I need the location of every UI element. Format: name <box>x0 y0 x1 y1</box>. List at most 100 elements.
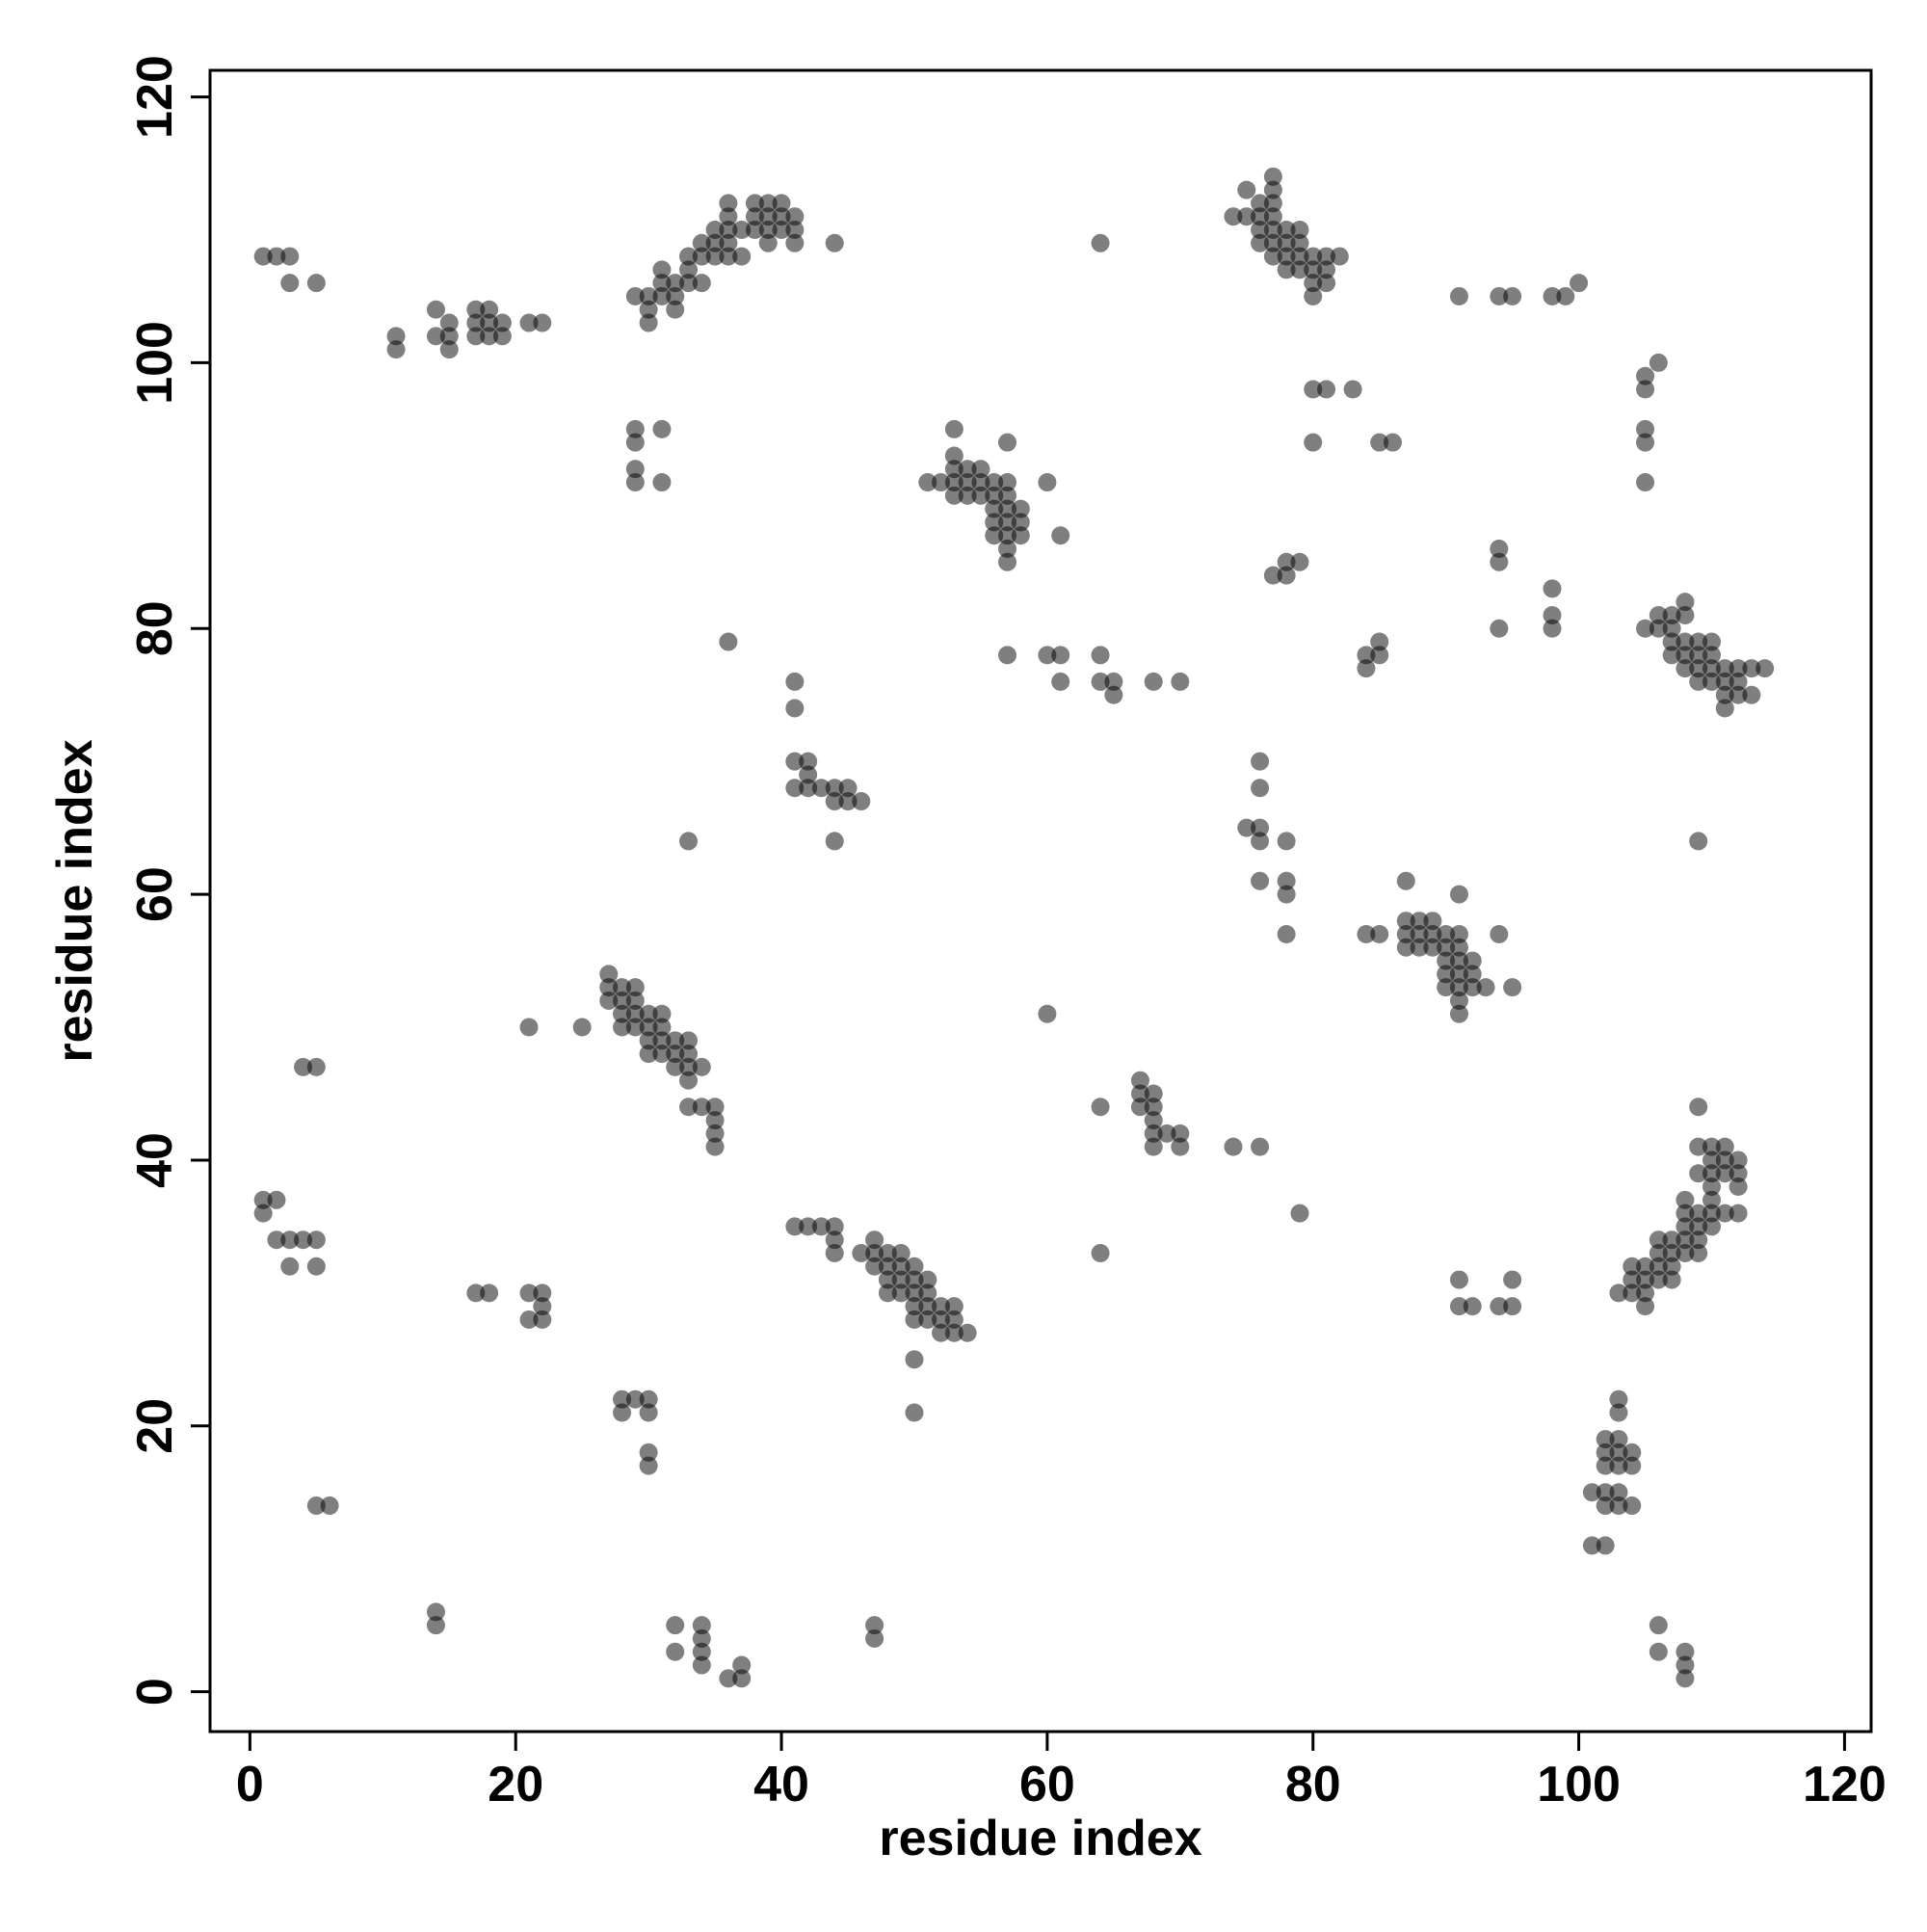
data-point <box>785 221 805 240</box>
data-point <box>1676 1642 1695 1661</box>
data-point <box>705 1124 725 1143</box>
data-point <box>985 526 1004 545</box>
data-point <box>1649 605 1668 624</box>
data-point <box>944 1310 964 1329</box>
data-point <box>1503 1270 1522 1289</box>
data-point <box>1689 832 1708 851</box>
data-point <box>1596 1496 1615 1516</box>
data-point <box>1702 1204 1721 1223</box>
data-point <box>891 1257 911 1276</box>
data-point <box>1251 233 1270 252</box>
data-point <box>1370 433 1389 452</box>
data-point <box>1449 885 1468 904</box>
data-point <box>825 779 844 798</box>
data-point <box>1330 247 1349 266</box>
data-point <box>652 260 672 279</box>
data-point <box>1304 286 1323 305</box>
data-point <box>652 274 672 293</box>
data-point <box>1715 672 1734 691</box>
data-point <box>825 832 844 851</box>
data-point <box>1237 180 1256 199</box>
data-point <box>825 792 844 811</box>
data-point <box>533 1310 552 1329</box>
data-point <box>1290 260 1309 279</box>
data-point <box>1423 924 1442 943</box>
data-point <box>799 765 818 784</box>
data-point <box>1649 1270 1668 1289</box>
data-point <box>1609 1284 1628 1303</box>
data-point <box>1689 632 1708 651</box>
data-point <box>439 340 459 359</box>
x-tick-label: 100 <box>1537 1757 1621 1813</box>
data-point <box>758 221 778 240</box>
data-point <box>1596 1430 1615 1449</box>
data-point <box>1715 699 1734 718</box>
data-point <box>1490 619 1509 638</box>
data-point <box>519 1284 539 1303</box>
data-point <box>1636 1297 1655 1316</box>
data-point <box>625 1389 645 1409</box>
data-point <box>1449 991 1468 1010</box>
data-point <box>998 540 1017 559</box>
data-point <box>1490 552 1509 571</box>
data-point <box>1676 593 1695 612</box>
data-point <box>1449 978 1468 997</box>
data-point <box>1662 632 1681 651</box>
data-point <box>1662 619 1681 638</box>
data-point <box>1729 1164 1748 1183</box>
data-point <box>985 486 1004 505</box>
data-point <box>785 752 805 771</box>
data-point <box>1689 1137 1708 1156</box>
data-point <box>1676 605 1695 624</box>
data-point <box>1609 1403 1628 1422</box>
data-point <box>1370 924 1389 943</box>
data-point <box>838 779 858 798</box>
data-point <box>1636 419 1655 438</box>
data-point <box>1304 274 1323 293</box>
data-point <box>533 1297 552 1316</box>
data-point <box>1277 885 1296 904</box>
y-tick-label: 0 <box>127 1678 183 1706</box>
data-point <box>1689 1164 1708 1183</box>
data-point <box>958 460 977 479</box>
data-point <box>253 247 273 266</box>
data-point <box>666 1057 685 1076</box>
data-point <box>1702 1178 1721 1197</box>
data-point <box>1503 978 1522 997</box>
x-axis-label: residue index <box>879 1811 1201 1866</box>
data-point <box>1623 1456 1642 1475</box>
data-point <box>1383 433 1402 452</box>
data-point <box>466 327 486 346</box>
data-point <box>1038 1004 1057 1023</box>
y-tick-label: 120 <box>127 55 183 139</box>
data-point <box>772 194 791 213</box>
data-point <box>1290 1204 1309 1223</box>
data-point <box>625 978 645 997</box>
data-point <box>426 300 445 319</box>
data-point <box>253 1204 273 1223</box>
data-point <box>1104 685 1123 704</box>
data-point <box>918 473 937 492</box>
data-point <box>1263 233 1282 252</box>
data-point <box>1263 167 1282 186</box>
data-point <box>745 194 764 213</box>
data-point <box>1729 1204 1748 1223</box>
data-point <box>1623 1257 1642 1276</box>
data-point <box>865 1616 884 1635</box>
data-point <box>1317 247 1336 266</box>
data-point <box>865 1243 884 1262</box>
data-point <box>1662 1270 1681 1289</box>
data-point <box>719 207 738 226</box>
data-point <box>639 1018 658 1037</box>
data-point <box>1702 1164 1721 1183</box>
data-point <box>745 221 764 240</box>
data-point <box>1091 233 1110 252</box>
data-point <box>1623 1496 1642 1516</box>
data-point <box>666 1616 685 1635</box>
data-point <box>1715 659 1734 678</box>
data-point <box>492 313 512 332</box>
data-point <box>719 194 738 213</box>
data-point <box>1410 912 1429 931</box>
data-point <box>1623 1442 1642 1462</box>
data-point <box>1623 1284 1642 1303</box>
